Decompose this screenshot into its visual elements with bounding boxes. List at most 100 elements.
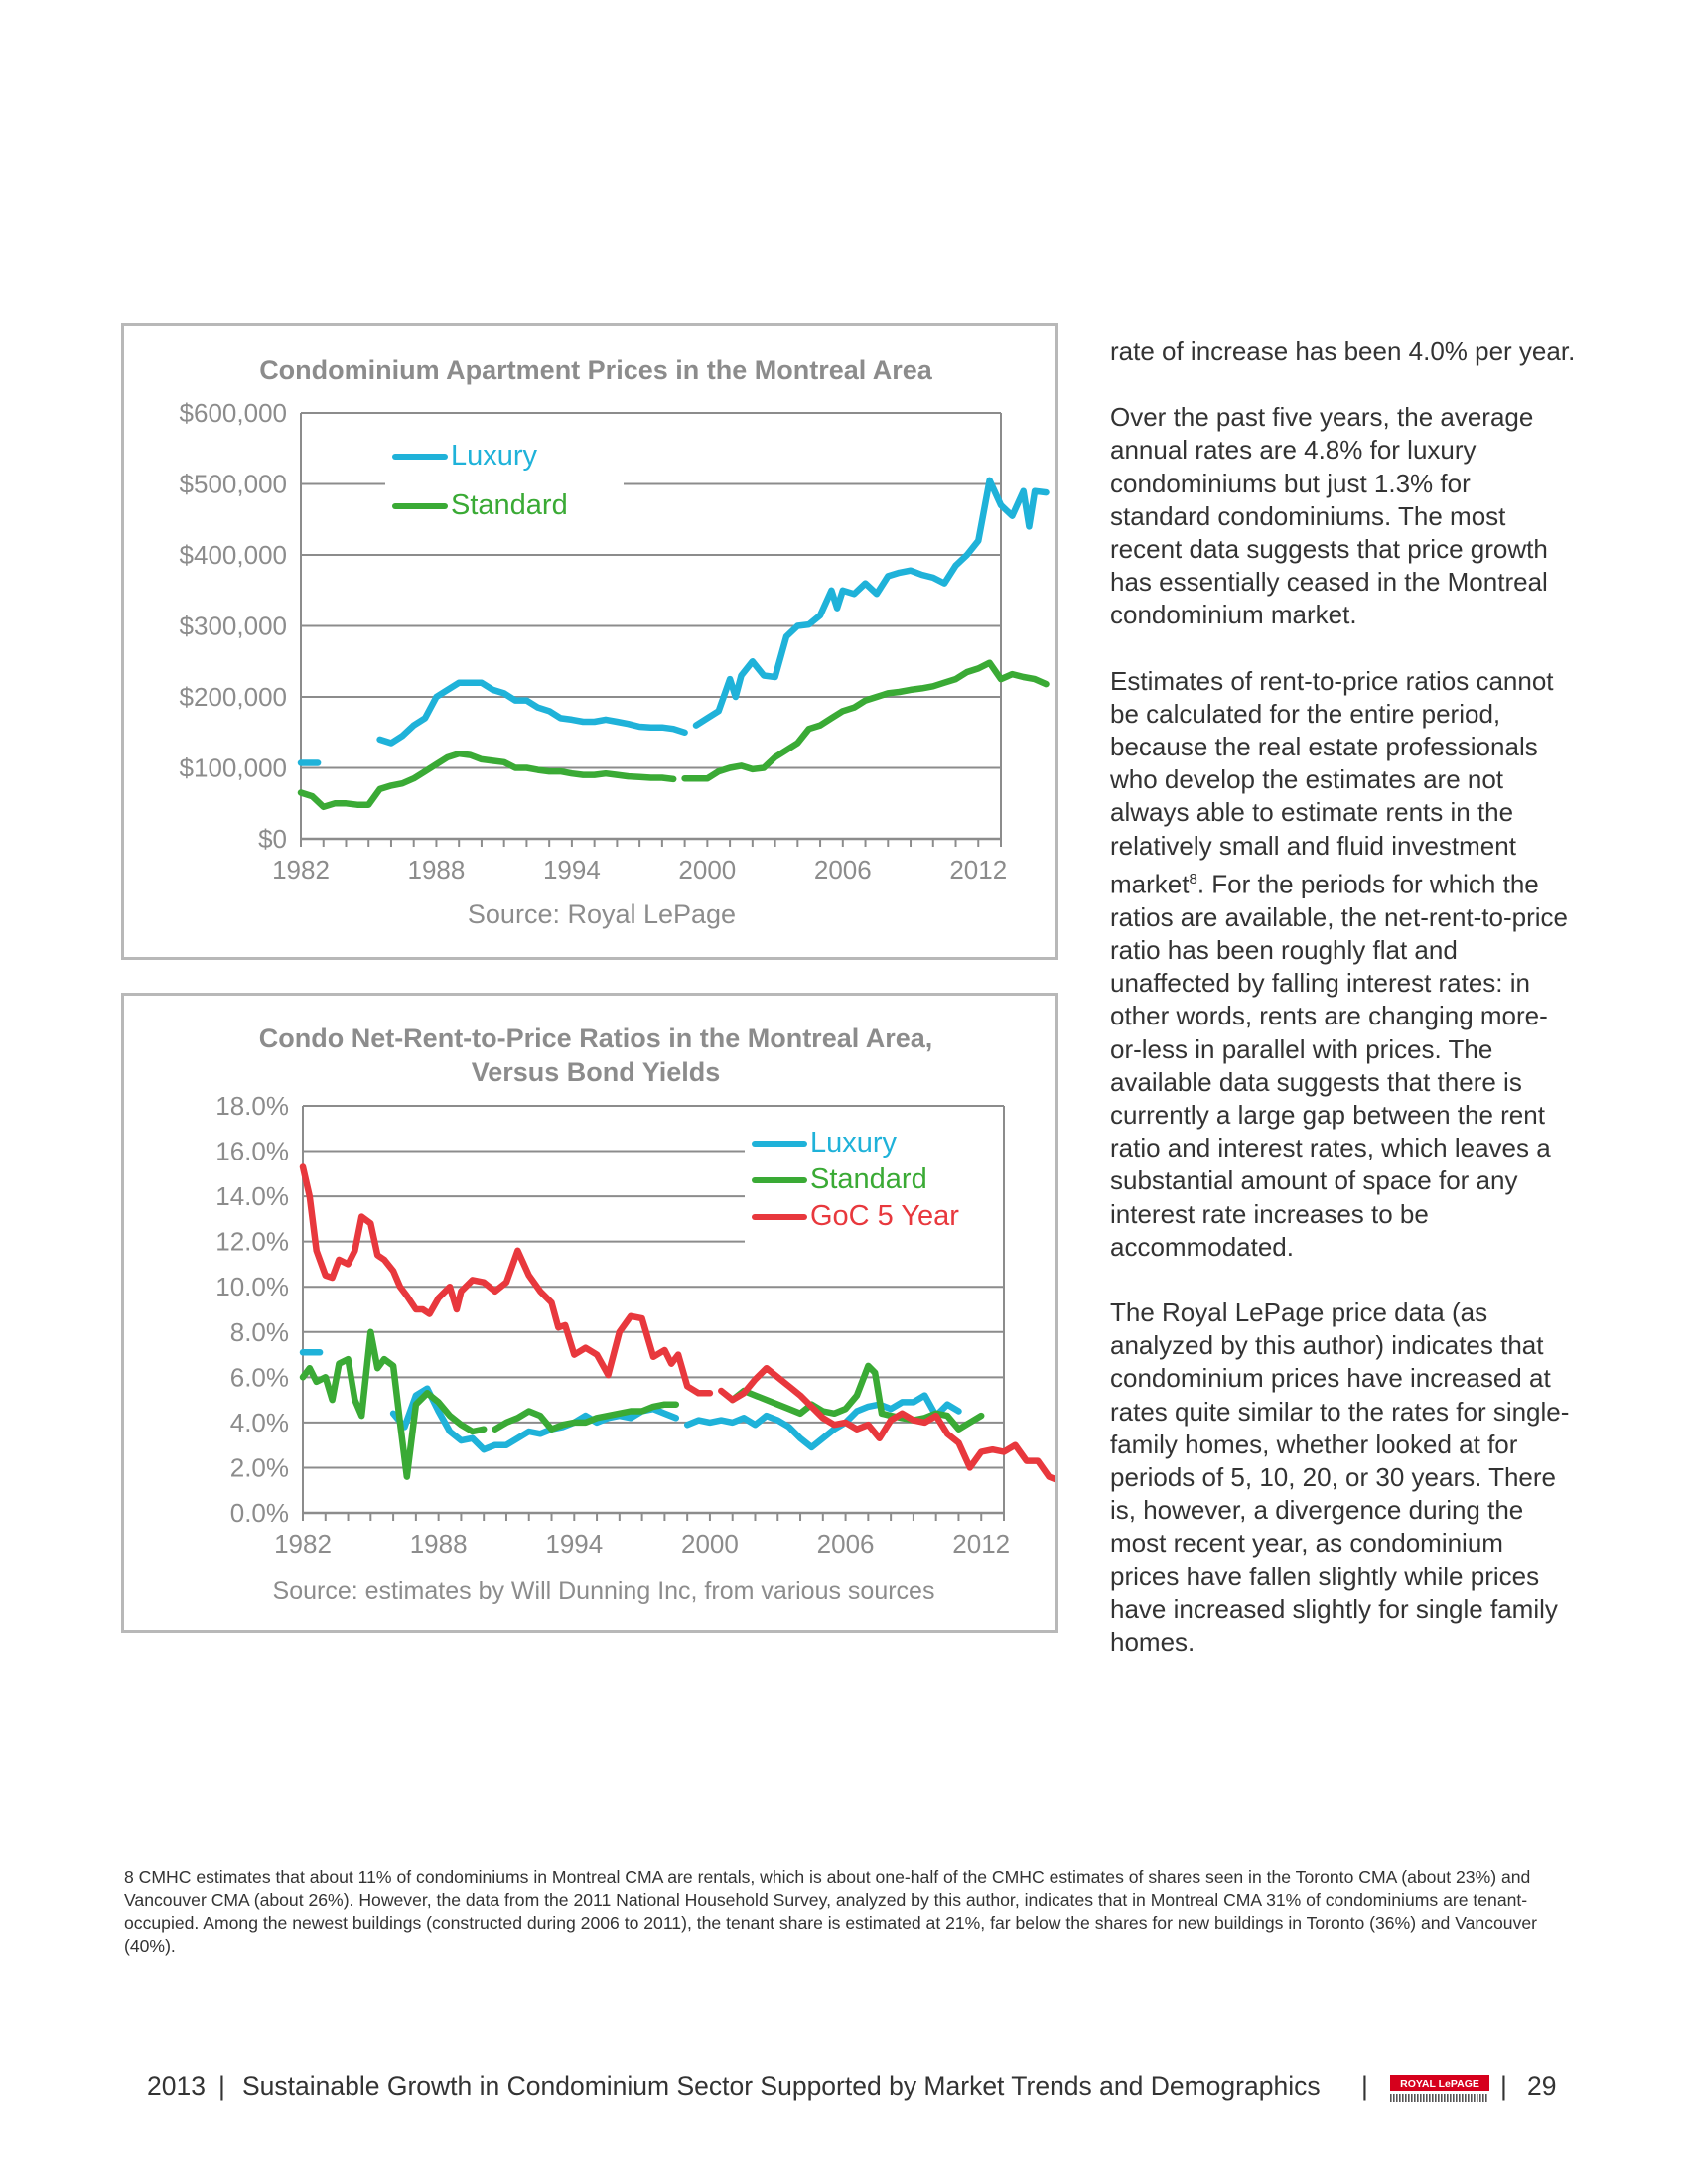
legend-label: Luxury xyxy=(810,1127,898,1159)
legend-label: Standard xyxy=(810,1163,927,1195)
logo-stripe xyxy=(1393,2094,1395,2102)
logo-stripe xyxy=(1482,2094,1484,2102)
chart-title: Condominium Apartment Prices in the Mont… xyxy=(259,355,933,385)
series-line-standard xyxy=(297,750,677,811)
paragraph-text: Estimates of rent-to-price ratios cannot… xyxy=(1110,665,1554,899)
series-line-standard xyxy=(681,659,1050,782)
logo-stripe xyxy=(1465,2094,1467,2102)
series-line-luxury xyxy=(692,477,1050,729)
y-tick-label: 16.0% xyxy=(215,1137,289,1166)
chart-title-line2: Versus Bond Yields xyxy=(472,1057,721,1087)
series-line-luxury xyxy=(376,679,688,747)
y-tick-label: $200,000 xyxy=(180,682,287,712)
logo-stripe xyxy=(1399,2094,1401,2102)
logo-stripe xyxy=(1429,2094,1431,2102)
logo-stripe xyxy=(1402,2094,1404,2102)
x-tick-label: 1988 xyxy=(410,1529,468,1559)
x-tick-label: 2012 xyxy=(952,1529,1010,1559)
paragraph: Over the past five years, the average an… xyxy=(1110,402,1548,630)
logo-stripe xyxy=(1453,2094,1455,2102)
x-tick-label: 2000 xyxy=(681,1529,739,1559)
logo-stripe xyxy=(1468,2094,1470,2102)
x-tick-label: 1988 xyxy=(408,855,466,885)
paragraph: Estimates of rent-to-price ratios cannot… xyxy=(1110,665,1577,1264)
logo-stripe xyxy=(1423,2094,1425,2102)
series-line-goc-5-year xyxy=(299,1163,714,1397)
footer-separator: | xyxy=(1361,2071,1368,2101)
footer-separator: | xyxy=(1500,2071,1507,2101)
logo-stripe xyxy=(1485,2094,1487,2102)
y-tick-label: $600,000 xyxy=(180,398,287,428)
paragraph: The Royal LePage price data (as analyzed… xyxy=(1110,1297,1570,1657)
x-tick-label: 2006 xyxy=(817,1529,875,1559)
x-tick-label: 1982 xyxy=(272,855,330,885)
logo-stripe xyxy=(1447,2094,1449,2102)
legend-label: GoC 5 Year xyxy=(810,1200,959,1232)
logo-stripe xyxy=(1435,2094,1437,2102)
x-tick-label: 2006 xyxy=(814,855,872,885)
x-tick-label: 1994 xyxy=(543,855,601,885)
logo-stripe xyxy=(1426,2094,1428,2102)
y-tick-label: 14.0% xyxy=(215,1181,289,1211)
logo-stripe xyxy=(1462,2094,1464,2102)
series-line-goc-5-year xyxy=(718,1364,1055,1483)
logo-stripe xyxy=(1417,2094,1419,2102)
y-tick-label: 10.0% xyxy=(215,1272,289,1301)
chart-source: Source: estimates by Will Dunning Inc, f… xyxy=(273,1577,935,1605)
series-line-standard xyxy=(299,1328,488,1480)
logo-bar xyxy=(1390,2075,1489,2091)
y-tick-label: 12.0% xyxy=(215,1227,289,1257)
chart-title-line1: Condo Net-Rent-to-Price Ratios in the Mo… xyxy=(259,1024,933,1053)
y-tick-label: $0 xyxy=(258,824,287,854)
logo-stripe xyxy=(1477,2094,1478,2102)
x-tick-label: 1994 xyxy=(545,1529,603,1559)
footer-separator: | xyxy=(218,2071,225,2101)
paragraph-text: . For the periods for which the ratios a… xyxy=(1110,869,1569,1262)
logo-stripe xyxy=(1474,2094,1476,2102)
y-tick-label: 0.0% xyxy=(230,1498,289,1528)
logo-stripe xyxy=(1420,2094,1422,2102)
y-tick-label: $400,000 xyxy=(180,540,287,570)
x-tick-label: 1982 xyxy=(274,1529,332,1559)
legend-label: Standard xyxy=(451,489,568,521)
y-tick-label: 6.0% xyxy=(230,1362,289,1392)
series-line-luxury xyxy=(683,1392,962,1451)
logo-text: ROYAL LePAGE xyxy=(1400,2078,1479,2090)
logo-stripe xyxy=(1411,2094,1413,2102)
logo-stripe xyxy=(1414,2094,1416,2102)
series-line-luxury xyxy=(389,1385,680,1453)
y-tick-label: $100,000 xyxy=(180,753,287,783)
paragraph: rate of increase has been 4.0% per year. xyxy=(1110,337,1576,366)
footnote-ref[interactable]: 8 xyxy=(1189,870,1197,887)
y-tick-label: 18.0% xyxy=(215,1091,289,1121)
logo-stripe xyxy=(1408,2094,1410,2102)
logo-stripe xyxy=(1432,2094,1434,2102)
footer-year: 2013 xyxy=(147,2071,206,2101)
body-text: rate of increase has been 4.0% per year.… xyxy=(1110,336,1577,1692)
price-chart: Condominium Apartment Prices in the Mont… xyxy=(121,323,1058,960)
legend-label: Luxury xyxy=(451,440,538,472)
footer-title: Sustainable Growth in Condominium Sector… xyxy=(242,2071,1321,2101)
logo-stripe xyxy=(1441,2094,1443,2102)
price-chart-svg: Condominium Apartment Prices in the Mont… xyxy=(180,355,1050,929)
footnote: 8 CMHC estimates that about 11% of condo… xyxy=(124,1867,1538,1956)
royal-lepage-logo: ROYAL LePAGE xyxy=(1390,2075,1489,2102)
chart-source: Source: Royal LePage xyxy=(468,899,736,929)
series-line-standard xyxy=(492,1401,680,1433)
logo-stripe xyxy=(1459,2094,1461,2102)
logo-stripe xyxy=(1405,2094,1407,2102)
x-tick-label: 2000 xyxy=(678,855,736,885)
y-tick-label: $300,000 xyxy=(180,612,287,641)
y-tick-label: 2.0% xyxy=(230,1452,289,1482)
logo-stripe xyxy=(1444,2094,1446,2102)
logo-stripe xyxy=(1450,2094,1452,2102)
ratio-chart-svg: Condo Net-Rent-to-Price Ratios in the Mo… xyxy=(215,1024,1055,1605)
logo-stripe xyxy=(1456,2094,1458,2102)
y-tick-label: 4.0% xyxy=(230,1408,289,1437)
page-number: 29 xyxy=(1527,2071,1557,2101)
logo-stripe xyxy=(1438,2094,1440,2102)
y-tick-label: $500,000 xyxy=(180,470,287,499)
page-footer: 2013 | Sustainable Growth in Condominium… xyxy=(147,2071,1557,2105)
y-tick-label: 8.0% xyxy=(230,1317,289,1347)
ratio-chart: Condo Net-Rent-to-Price Ratios in the Mo… xyxy=(121,993,1058,1633)
